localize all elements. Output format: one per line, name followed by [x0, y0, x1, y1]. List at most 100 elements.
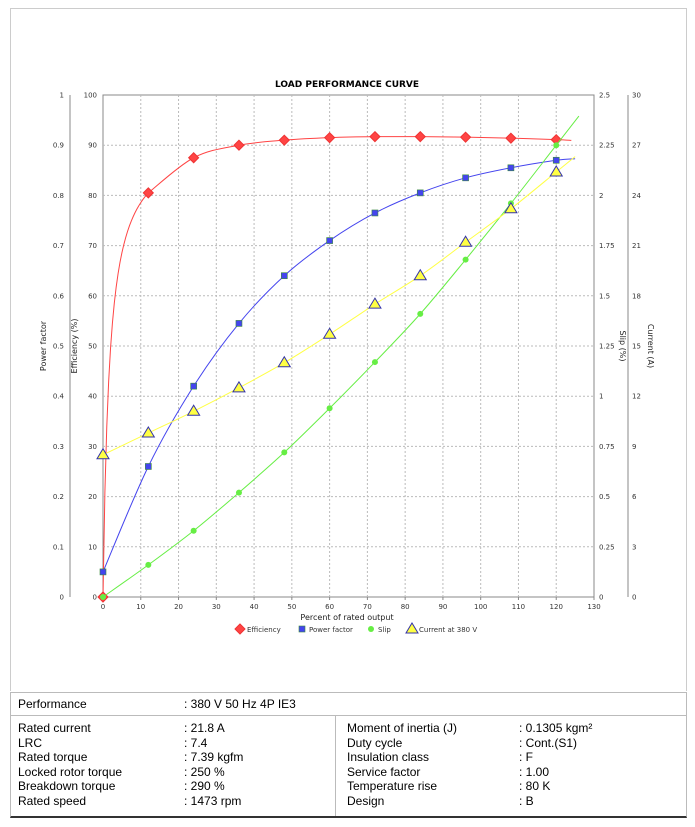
data-point-efficiency — [233, 139, 245, 151]
spec-value: : 250 % — [184, 764, 225, 779]
performance-row: Performance : 380 V 50 Hz 4P IE3 — [11, 693, 686, 716]
power_factor-tick-label: 0 — [60, 594, 64, 602]
data-point-slip — [281, 449, 288, 456]
data-point-current — [322, 327, 337, 339]
legend-label: Current at 380 V — [419, 626, 477, 634]
efficiency-tick-label: 70 — [88, 242, 97, 250]
current-tick-label: 6 — [632, 493, 637, 501]
current-tick-label: 9 — [632, 443, 636, 451]
data-point-efficiency — [187, 152, 200, 164]
efficiency-tick-label: 10 — [88, 543, 97, 551]
data-point-power-factor — [507, 164, 515, 172]
spec-label: Locked rotor torque — [18, 764, 123, 779]
performance-value: : 380 V 50 Hz 4P IE3 — [184, 697, 296, 711]
spec-label: Service factor — [347, 764, 421, 779]
data-point-efficiency — [505, 132, 517, 144]
power_factor-tick-label: 0.1 — [53, 543, 64, 551]
efficiency-tick-label: 0 — [93, 594, 97, 602]
efficiency-axis-title: Efficiency (%) — [70, 319, 79, 374]
slip-tick-label: 2 — [599, 192, 603, 200]
data-point-slip — [235, 489, 242, 496]
efficiency-tick-label: 60 — [88, 292, 97, 300]
efficiency-tick-label: 90 — [88, 142, 97, 150]
x-tick-label: 40 — [250, 603, 259, 611]
slip-tick-label: 1.5 — [599, 292, 610, 300]
data-point-slip — [100, 594, 106, 600]
slip-tick-label: 0.5 — [599, 493, 610, 501]
efficiency-tick-label: 30 — [88, 443, 97, 451]
data-point-slip — [145, 561, 152, 568]
x-tick-label: 60 — [325, 603, 334, 611]
x-tick-label: 80 — [401, 603, 410, 611]
spec-label: Duty cycle — [347, 735, 403, 750]
data-point-power-factor — [416, 189, 424, 197]
spec-label: Design — [347, 794, 385, 808]
slip-tick-label: 1 — [599, 393, 603, 401]
power_factor-tick-label: 0.4 — [53, 393, 65, 401]
spec-value: : 1473 rpm — [184, 794, 242, 808]
slip-tick-label: 2.25 — [599, 142, 615, 150]
spec-label: Moment of inertia (J) — [347, 721, 458, 735]
efficiency-tick-label: 50 — [88, 343, 97, 351]
spec-label: Breakdown torque — [18, 779, 116, 794]
data-point-power-factor — [326, 237, 333, 244]
x-tick-label: 120 — [550, 603, 563, 611]
spec-value: : 80 K — [519, 779, 551, 794]
spec-label: Rated speed — [18, 794, 87, 808]
data-point-power-factor — [462, 174, 469, 182]
data-point-slip — [553, 142, 560, 149]
data-point-current — [504, 201, 518, 214]
legend-label: Slip — [378, 626, 391, 634]
spec-label: Insulation class — [347, 750, 430, 765]
x-tick-label: 50 — [287, 603, 296, 611]
data-point-efficiency — [459, 131, 472, 143]
slip-tick-label: 1.25 — [599, 343, 615, 351]
chart-panel — [10, 8, 687, 691]
current-tick-label: 24 — [632, 192, 641, 200]
data-point-current — [549, 165, 564, 177]
legend-label: Power factor — [309, 626, 353, 634]
spec-value: : B — [519, 794, 534, 808]
spec-value: : 7.4 — [184, 735, 208, 750]
power_factor-tick-label: 0.6 — [53, 292, 65, 300]
data-point-current — [141, 426, 156, 438]
x-tick-label: 100 — [474, 603, 487, 611]
slip-tick-label: 0.25 — [599, 543, 615, 551]
data-point-current — [232, 380, 246, 393]
data-point-efficiency — [369, 130, 381, 143]
current-tick-label: 18 — [632, 292, 641, 300]
current-tick-label: 12 — [632, 393, 641, 401]
current-tick-label: 21 — [632, 242, 641, 250]
performance-label: Performance — [18, 697, 87, 711]
data-point-power-factor — [280, 272, 288, 280]
current-tick-label: 15 — [632, 343, 641, 351]
legend-marker-power-factor — [298, 625, 306, 633]
spec-value: : 21.8 A — [184, 721, 225, 735]
efficiency-tick-label: 40 — [88, 393, 97, 401]
current-tick-label: 0 — [632, 594, 636, 602]
data-point-power-factor — [99, 568, 107, 576]
x-tick-label: 20 — [174, 603, 183, 611]
spec-value: : F — [519, 750, 533, 765]
data-point-efficiency — [323, 131, 336, 144]
data-point-slip — [371, 359, 378, 366]
current-tick-label: 3 — [632, 543, 636, 551]
data-point-efficiency — [142, 187, 155, 199]
efficiency-tick-label: 100 — [84, 92, 97, 100]
data-point-slip — [462, 256, 469, 263]
slip-tick-label: 0 — [599, 594, 603, 602]
legend-marker-current — [405, 622, 419, 634]
x-tick-label: 130 — [587, 603, 600, 611]
spec-label: Rated torque — [18, 750, 88, 765]
slip-tick-label: 2.5 — [599, 92, 610, 100]
efficiency-tick-label: 80 — [88, 192, 97, 200]
spec-value: : 0.1305 kgm² — [519, 721, 593, 735]
power_factor-tick-label: 1 — [60, 92, 64, 100]
data-point-power-factor — [371, 209, 379, 217]
data-point-current — [458, 235, 473, 247]
spec-label: LRC — [18, 735, 43, 750]
efficiency-tick-label: 20 — [88, 493, 97, 501]
data-point-slip — [326, 405, 333, 412]
x-tick-label: 0 — [101, 603, 105, 611]
